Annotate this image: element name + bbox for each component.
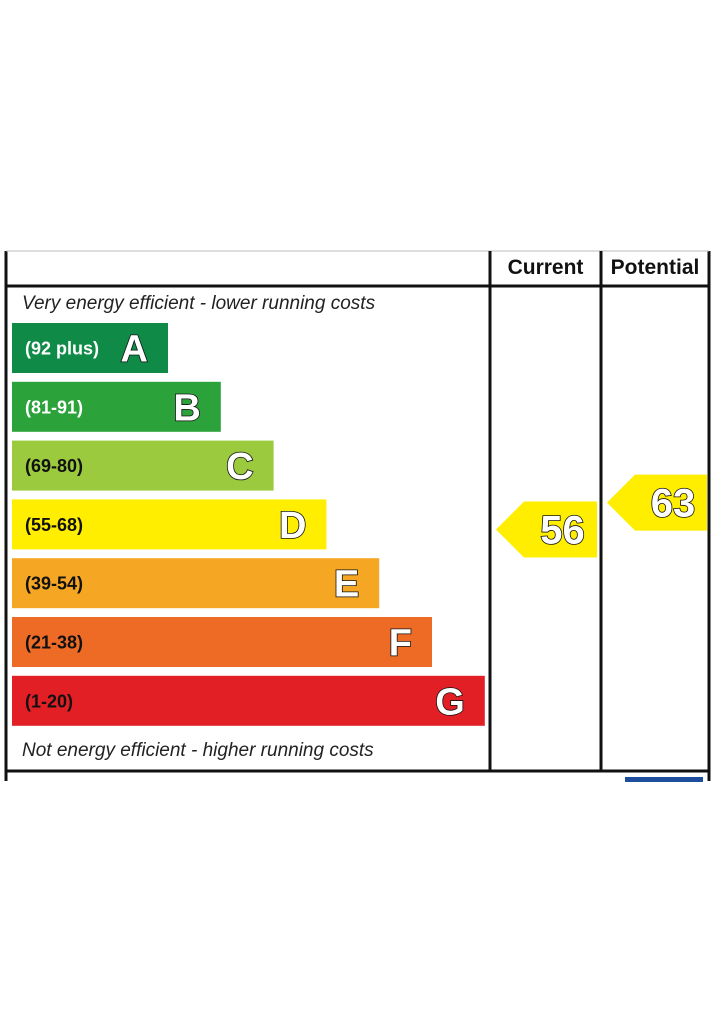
band-d-letter: D (279, 505, 306, 547)
current-column-header: Current (508, 256, 584, 279)
rating-bands: (92 plus) A (81-91) B (69-80) C (55-68) D (39-54… (12, 323, 485, 726)
band-f-bar (12, 617, 432, 667)
chart-frame (4, 250, 711, 781)
eu-flag (625, 777, 703, 782)
eu-directive-text: EU Directive (474, 778, 618, 808)
band-f-letter: F (389, 623, 412, 665)
bottom-caption: Not energy efficient - higher running co… (22, 740, 374, 761)
band-a-range: (92 plus) (25, 339, 99, 359)
band-e-letter: E (334, 564, 359, 606)
current-rating-arrow (496, 501, 597, 558)
band-g-bar (12, 675, 485, 726)
band-b-bar (12, 381, 221, 432)
potential-rating-arrow (607, 474, 707, 531)
band-b-range: (81-91) (25, 397, 83, 417)
potential-rating-value: 63 (651, 482, 696, 526)
band-a-bar (12, 323, 168, 373)
band-b-letter: B (173, 387, 200, 429)
band-d-bar (12, 499, 327, 550)
band-f-range: (21-38) (25, 633, 83, 653)
current-rating-value: 56 (540, 509, 585, 553)
top-caption: Very energy efficient - lower running co… (22, 293, 376, 314)
band-c-bar (12, 440, 274, 491)
band-e-range: (39-54) (25, 574, 83, 594)
band-e-bar (12, 558, 380, 609)
band-c-letter: C (226, 446, 253, 488)
band-c-range: (69-80) (25, 456, 83, 476)
band-a-letter: A (121, 329, 148, 371)
rating-arrows: 56 63 (496, 474, 707, 558)
potential-column-header: Potential (611, 256, 700, 279)
band-g-range: (1-20) (25, 691, 73, 711)
footer-row: EU Directive (474, 777, 703, 808)
band-g-letter: G (435, 681, 465, 723)
band-d-range: (55-68) (25, 515, 83, 535)
